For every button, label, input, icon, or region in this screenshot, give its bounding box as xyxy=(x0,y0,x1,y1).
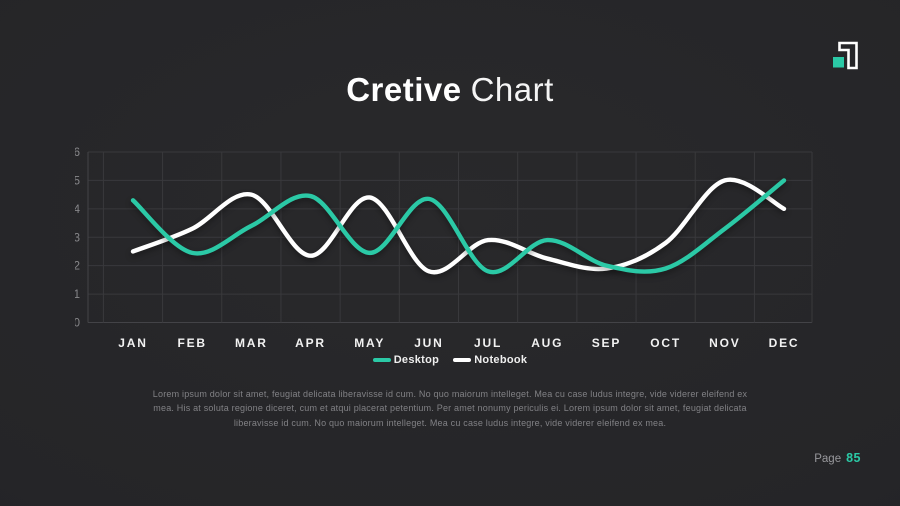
legend-label-notebook: Notebook xyxy=(474,354,528,366)
x-axis-month-label: FEB xyxy=(177,336,206,350)
x-axis-month-label: DEC xyxy=(769,336,800,350)
x-axis-month-label: NOV xyxy=(709,336,740,350)
y-axis-tick-label: 2 xyxy=(75,261,80,273)
y-axis-tick-label: 5 xyxy=(75,175,80,187)
series-line-notebook xyxy=(130,177,787,275)
page-title-light: Chart xyxy=(470,71,554,108)
x-axis-month-label: OCT xyxy=(650,336,681,350)
chart-legend: Desktop Notebook xyxy=(0,354,900,366)
x-axis-month-label: APR xyxy=(295,336,326,350)
y-axis-tick-label: 1 xyxy=(75,289,80,301)
brand-logo-icon xyxy=(833,41,858,70)
page-number: 85 xyxy=(846,451,861,465)
legend-label-desktop: Desktop xyxy=(393,354,440,366)
x-axis-month-label: MAR xyxy=(235,336,268,350)
y-axis-tick-label: 6 xyxy=(75,147,80,159)
x-axis-month-label: SEP xyxy=(592,336,621,350)
x-axis-month-label: JUL xyxy=(474,336,502,350)
page-title-bold: Cretive xyxy=(346,71,462,108)
y-axis-tick-label: 4 xyxy=(75,204,81,216)
logo-accent-square xyxy=(833,57,844,68)
page-footer: Page 85 xyxy=(814,451,861,465)
page-title: Cretive Chart xyxy=(0,72,900,108)
x-axis-month-label: JAN xyxy=(118,336,147,350)
x-axis-month-label: MAY xyxy=(354,336,385,350)
notebook-line-swatch-icon xyxy=(453,358,472,362)
page-label: Page xyxy=(814,453,842,465)
series-line-desktop xyxy=(130,178,787,275)
y-axis-tick-label: 3 xyxy=(75,232,80,244)
logo-outline-shape xyxy=(838,41,858,70)
description-text: Lorem ipsum dolor sit amet, feugiat deli… xyxy=(152,389,748,428)
legend-item-notebook: Notebook xyxy=(453,354,527,366)
x-axis-month-label: JUN xyxy=(414,336,443,350)
desktop-line-swatch-icon xyxy=(372,358,391,362)
y-axis-tick-label: 0 xyxy=(75,318,80,330)
legend-item-desktop: Desktop xyxy=(372,354,440,366)
line-chart: 0 1 2 3 4 5 6 JAN FEB MAR APR MAY JUN JUL AUG SEP OCT NOV… xyxy=(75,147,813,350)
x-axis-month-label: AUG xyxy=(531,336,563,350)
